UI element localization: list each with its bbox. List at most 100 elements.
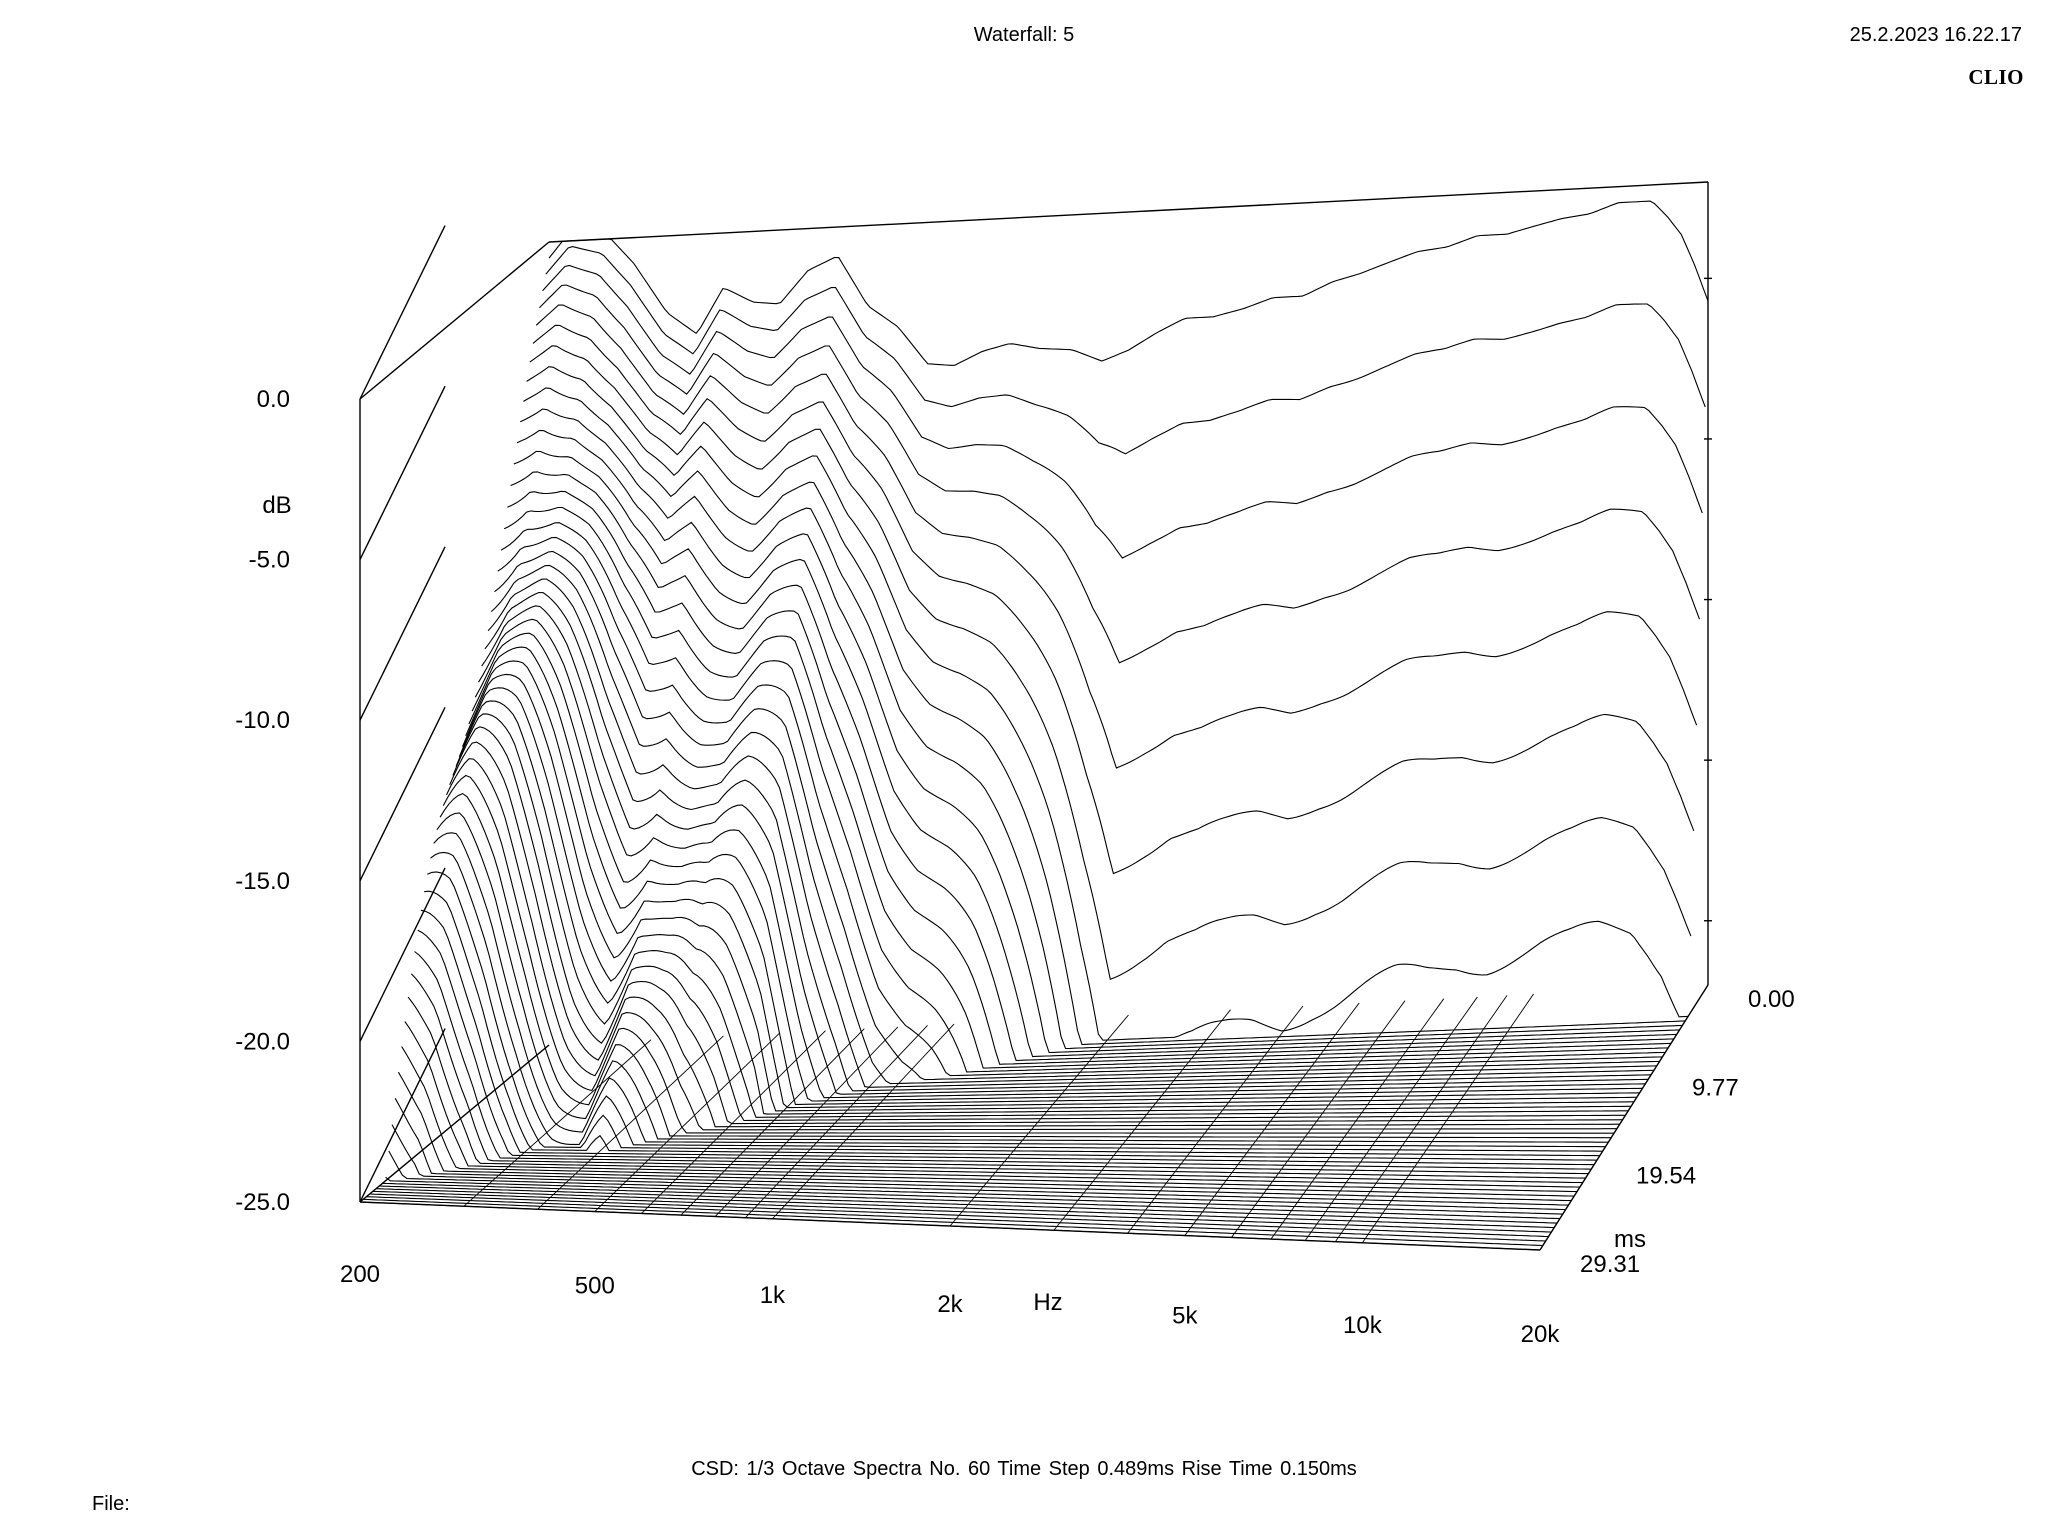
spectrum-line: [369, 1193, 1549, 1238]
measurement-datetime: 25.2.2023 16.22.17: [1849, 24, 2022, 46]
spectrum-line: [397, 1071, 1575, 1197]
tick-labels: 200 500 1k 2k 5k 10k 20k 0.0 -5.0 -10.0 -15.0 -20.0…: [235, 386, 1794, 1348]
z-axis-title: ms: [1614, 1226, 1646, 1253]
left-wall-grid-line: [359, 546, 446, 721]
spectrum-line: [481, 605, 1649, 1095]
measurement-settings: CSD: 1/3 Octave Spectra No. 60 Time Step…: [691, 1458, 1357, 1480]
spectrum-line: [478, 618, 1646, 1099]
spectrum-line: [424, 890, 1597, 1161]
left-wall-grid-line: [359, 385, 446, 560]
floor-frequency-line: [745, 1025, 928, 1218]
left-wall-grid-line: [359, 867, 446, 1042]
y-tick-label: -25.0: [235, 1189, 290, 1216]
spectrum-line: [474, 632, 1643, 1102]
spectrum-line: [523, 387, 1686, 1046]
floor-frequency-line: [1184, 1002, 1360, 1236]
frame-back-top-edge: [548, 181, 1709, 243]
spectrum-line: [494, 550, 1660, 1081]
floor-frequency-line: [359, 1044, 550, 1203]
spectrum-line: [382, 1182, 1560, 1220]
spectrum-line: [458, 700, 1629, 1118]
spectrum-line: [427, 871, 1600, 1157]
spectrum-line: [363, 1198, 1543, 1247]
spectrum-line: [359, 1201, 1541, 1251]
spectrum-line: [497, 536, 1663, 1077]
floor-frequency-line: [1335, 995, 1508, 1242]
spectrum-line: [442, 774, 1614, 1134]
floor-frequency-line: [1053, 1009, 1231, 1231]
spectrum-line: [388, 1150, 1566, 1211]
spectrum-line: [410, 973, 1586, 1179]
spectrum-line: [468, 660, 1637, 1109]
spectrum-line: [414, 951, 1589, 1175]
floor-frequency-line: [1231, 1000, 1406, 1238]
spectrum-line: [404, 1021, 1580, 1188]
spectrum-line: [542, 264, 1703, 559]
x-tick-label: 500: [575, 1273, 615, 1300]
file-label: File:: [92, 1493, 130, 1515]
spectrum-line: [452, 726, 1623, 1125]
spectrum-line: [372, 1190, 1552, 1233]
y-tick-label: 0.0: [257, 386, 290, 413]
spectrum-line: [436, 812, 1609, 1143]
y-tick-label: -10.0: [235, 707, 290, 734]
spectrum-line: [461, 687, 1632, 1115]
spectrum-line: [539, 284, 1701, 664]
floor-frequency-line: [949, 1014, 1129, 1227]
spectrum-line: [417, 929, 1592, 1170]
x-tick-label: 5k: [1172, 1303, 1198, 1330]
floor-frequency-line: [1304, 996, 1478, 1241]
spectrum-line: [430, 851, 1603, 1152]
z-tick-label: 0.00: [1748, 986, 1795, 1013]
spectrum-line: [526, 366, 1689, 1041]
spectrum-line: [394, 1098, 1572, 1202]
spectrum-line: [516, 429, 1680, 1054]
left-wall-grid-line: [359, 225, 446, 400]
spectrum-line: [446, 758, 1617, 1131]
spectrum-line: [548, 200, 1709, 366]
spectrum-line: [379, 1185, 1558, 1224]
x-axis-title: Hz: [1033, 1289, 1062, 1316]
spectrum-line: [519, 408, 1683, 1050]
spectrum-line: [385, 1176, 1563, 1215]
floor-frequency-line: [1362, 993, 1534, 1244]
spectrum-line: [433, 832, 1606, 1148]
floor-frequency-line: [1270, 998, 1445, 1240]
spectrum-line: [439, 792, 1612, 1139]
z-tick-label: 9.77: [1692, 1074, 1739, 1101]
clio-logo: CLIO: [1968, 65, 2024, 89]
y-tick-label: -15.0: [235, 868, 290, 895]
spectrum-line: [449, 741, 1620, 1128]
left-wall-grid-line: [359, 1028, 446, 1203]
spectrum-line: [407, 996, 1583, 1184]
axis-labels: Hz dB ms: [262, 492, 1646, 1316]
spectrum-line: [529, 345, 1692, 981]
spectrum-line: [366, 1196, 1546, 1242]
spectrum-line: [455, 713, 1626, 1122]
x-tick-label: 2k: [937, 1291, 963, 1318]
frame-left-top-edge: [359, 241, 550, 400]
x-tick-label: 1k: [760, 1282, 786, 1309]
x-tick-label: 10k: [1343, 1312, 1383, 1339]
floor-frequency-line: [1127, 1005, 1304, 1234]
spectrum-line: [507, 490, 1672, 1065]
spectrum-line: [471, 646, 1640, 1105]
y-tick-label: -5.0: [249, 547, 290, 574]
x-tick-label: 200: [340, 1261, 380, 1288]
spectrum-line: [490, 564, 1657, 1085]
z-tick-label: 29.31: [1580, 1251, 1640, 1278]
spectrum-line: [503, 506, 1669, 1069]
spectrum-line: [391, 1124, 1569, 1206]
spectra-group: [359, 200, 1709, 1251]
spectrum-line: [545, 246, 1706, 455]
spectrum-line: [401, 1046, 1578, 1193]
spectrum-line: [484, 591, 1652, 1092]
spectrum-line: [487, 578, 1654, 1088]
left-wall-grid-line: [359, 707, 446, 882]
spectrum-line: [513, 450, 1677, 1058]
spectrum-line: [420, 909, 1595, 1166]
spectrum-line: [375, 1188, 1555, 1229]
spectrum-line: [510, 471, 1674, 1061]
y-tick-label: -20.0: [235, 1028, 290, 1055]
